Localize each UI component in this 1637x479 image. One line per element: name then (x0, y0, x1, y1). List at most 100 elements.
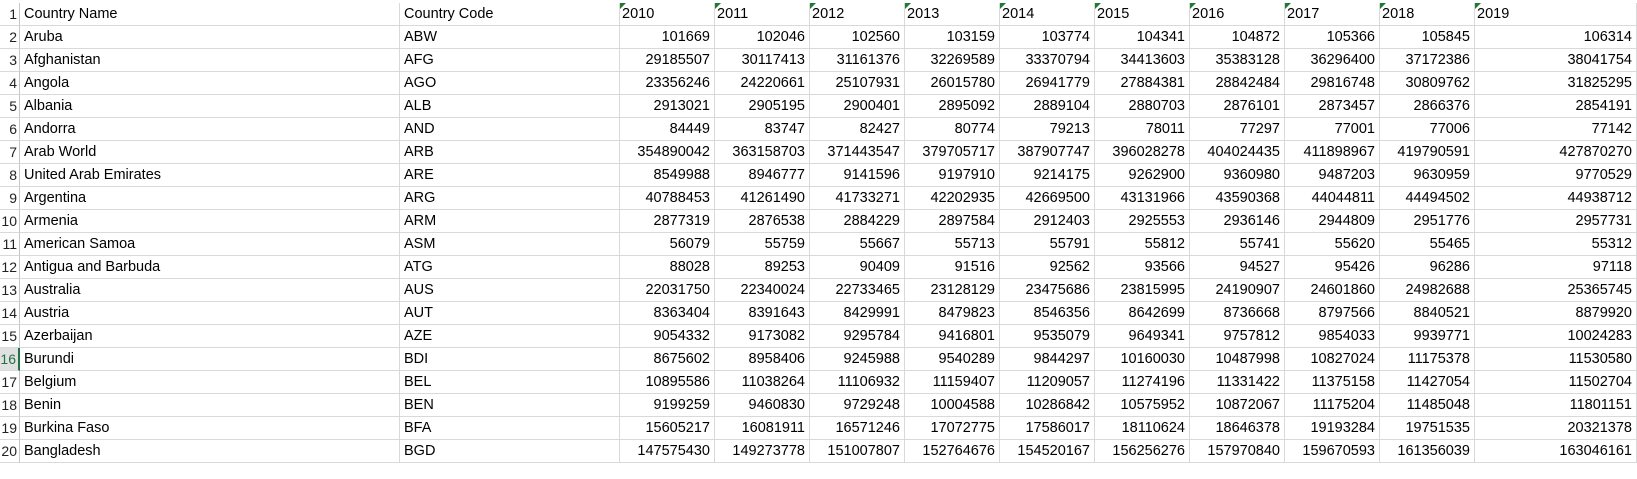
value-cell[interactable]: 387907747 (1000, 141, 1095, 164)
value-cell[interactable]: 2936146 (1190, 210, 1285, 233)
column-header-cell[interactable]: 2014 (1000, 3, 1095, 26)
value-cell[interactable]: 8549988 (620, 164, 715, 187)
value-cell[interactable]: 10160030 (1095, 348, 1190, 371)
value-cell[interactable]: 9540289 (905, 348, 1000, 371)
country-name-cell[interactable]: Burkina Faso (20, 417, 400, 440)
country-name-cell[interactable]: Austria (20, 302, 400, 325)
value-cell[interactable]: 354890042 (620, 141, 715, 164)
row-number[interactable]: 12 (0, 256, 20, 279)
value-cell[interactable]: 20321378 (1475, 417, 1637, 440)
value-cell[interactable]: 44494502 (1380, 187, 1475, 210)
value-cell[interactable]: 56079 (620, 233, 715, 256)
row-number[interactable]: 2 (0, 26, 20, 49)
value-cell[interactable]: 10024283 (1475, 325, 1637, 348)
column-header-cell[interactable]: 2015 (1095, 3, 1190, 26)
row-number[interactable]: 10 (0, 210, 20, 233)
value-cell[interactable]: 55741 (1190, 233, 1285, 256)
country-name-cell[interactable]: Afghanistan (20, 49, 400, 72)
country-name-cell[interactable]: Albania (20, 95, 400, 118)
value-cell[interactable]: 8946777 (715, 164, 810, 187)
value-cell[interactable]: 2895092 (905, 95, 1000, 118)
value-cell[interactable]: 31825295 (1475, 72, 1637, 95)
value-cell[interactable]: 2854191 (1475, 95, 1637, 118)
value-cell[interactable]: 9939771 (1380, 325, 1475, 348)
value-cell[interactable]: 44044811 (1285, 187, 1380, 210)
country-code-cell[interactable]: ALB (400, 95, 620, 118)
value-cell[interactable]: 84449 (620, 118, 715, 141)
value-cell[interactable]: 9487203 (1285, 164, 1380, 187)
value-cell[interactable]: 82427 (810, 118, 905, 141)
value-cell[interactable]: 411898967 (1285, 141, 1380, 164)
value-cell[interactable]: 8479823 (905, 302, 1000, 325)
country-code-cell[interactable]: BDI (400, 348, 620, 371)
value-cell[interactable]: 404024435 (1190, 141, 1285, 164)
column-header-cell[interactable]: 2012 (810, 3, 905, 26)
value-cell[interactable]: 55759 (715, 233, 810, 256)
value-cell[interactable]: 41733271 (810, 187, 905, 210)
value-cell[interactable]: 19751535 (1380, 417, 1475, 440)
row-number[interactable]: 20 (0, 440, 20, 463)
value-cell[interactable]: 96286 (1380, 256, 1475, 279)
value-cell[interactable]: 28842484 (1190, 72, 1285, 95)
value-cell[interactable]: 104872 (1190, 26, 1285, 49)
row-number[interactable]: 14 (0, 302, 20, 325)
value-cell[interactable]: 11175204 (1285, 394, 1380, 417)
country-name-cell[interactable]: Argentina (20, 187, 400, 210)
value-cell[interactable]: 18110624 (1095, 417, 1190, 440)
value-cell[interactable]: 37172386 (1380, 49, 1475, 72)
value-cell[interactable]: 22340024 (715, 279, 810, 302)
value-cell[interactable]: 30117413 (715, 49, 810, 72)
value-cell[interactable]: 11427054 (1380, 371, 1475, 394)
value-cell[interactable]: 19193284 (1285, 417, 1380, 440)
row-number[interactable]: 7 (0, 141, 20, 164)
value-cell[interactable]: 11038264 (715, 371, 810, 394)
value-cell[interactable]: 154520167 (1000, 440, 1095, 463)
value-cell[interactable]: 55667 (810, 233, 905, 256)
value-cell[interactable]: 103774 (1000, 26, 1095, 49)
row-number[interactable]: 8 (0, 164, 20, 187)
value-cell[interactable]: 24601860 (1285, 279, 1380, 302)
value-cell[interactable]: 157970840 (1190, 440, 1285, 463)
country-code-cell[interactable]: ARM (400, 210, 620, 233)
value-cell[interactable]: 106314 (1475, 26, 1637, 49)
value-cell[interactable]: 24190907 (1190, 279, 1285, 302)
row-number[interactable]: 17 (0, 371, 20, 394)
value-cell[interactable]: 80774 (905, 118, 1000, 141)
value-cell[interactable]: 2876101 (1190, 95, 1285, 118)
value-cell[interactable]: 396028278 (1095, 141, 1190, 164)
value-cell[interactable]: 147575430 (620, 440, 715, 463)
value-cell[interactable]: 78011 (1095, 118, 1190, 141)
column-header-cell[interactable]: 2016 (1190, 3, 1285, 26)
value-cell[interactable]: 103159 (905, 26, 1000, 49)
country-name-cell[interactable]: Bangladesh (20, 440, 400, 463)
value-cell[interactable]: 55620 (1285, 233, 1380, 256)
value-cell[interactable]: 16081911 (715, 417, 810, 440)
value-cell[interactable]: 10286842 (1000, 394, 1095, 417)
value-cell[interactable]: 23475686 (1000, 279, 1095, 302)
country-name-cell[interactable]: Australia (20, 279, 400, 302)
value-cell[interactable]: 55312 (1475, 233, 1637, 256)
column-header-cell[interactable]: 2013 (905, 3, 1000, 26)
value-cell[interactable]: 24982688 (1380, 279, 1475, 302)
value-cell[interactable]: 9214175 (1000, 164, 1095, 187)
value-cell[interactable]: 18646378 (1190, 417, 1285, 440)
value-cell[interactable]: 94527 (1190, 256, 1285, 279)
value-cell[interactable]: 8363404 (620, 302, 715, 325)
value-cell[interactable]: 2880703 (1095, 95, 1190, 118)
value-cell[interactable]: 379705717 (905, 141, 1000, 164)
value-cell[interactable]: 9535079 (1000, 325, 1095, 348)
value-cell[interactable]: 105845 (1380, 26, 1475, 49)
value-cell[interactable]: 2884229 (810, 210, 905, 233)
value-cell[interactable]: 2889104 (1000, 95, 1095, 118)
value-cell[interactable]: 55465 (1380, 233, 1475, 256)
country-code-cell[interactable]: BEL (400, 371, 620, 394)
row-number[interactable]: 4 (0, 72, 20, 95)
value-cell[interactable]: 11209057 (1000, 371, 1095, 394)
value-cell[interactable]: 77006 (1380, 118, 1475, 141)
value-cell[interactable]: 55812 (1095, 233, 1190, 256)
column-header-cell[interactable]: 2017 (1285, 3, 1380, 26)
value-cell[interactable]: 29816748 (1285, 72, 1380, 95)
value-cell[interactable]: 9199259 (620, 394, 715, 417)
value-cell[interactable]: 25365745 (1475, 279, 1637, 302)
country-name-cell[interactable]: Belgium (20, 371, 400, 394)
